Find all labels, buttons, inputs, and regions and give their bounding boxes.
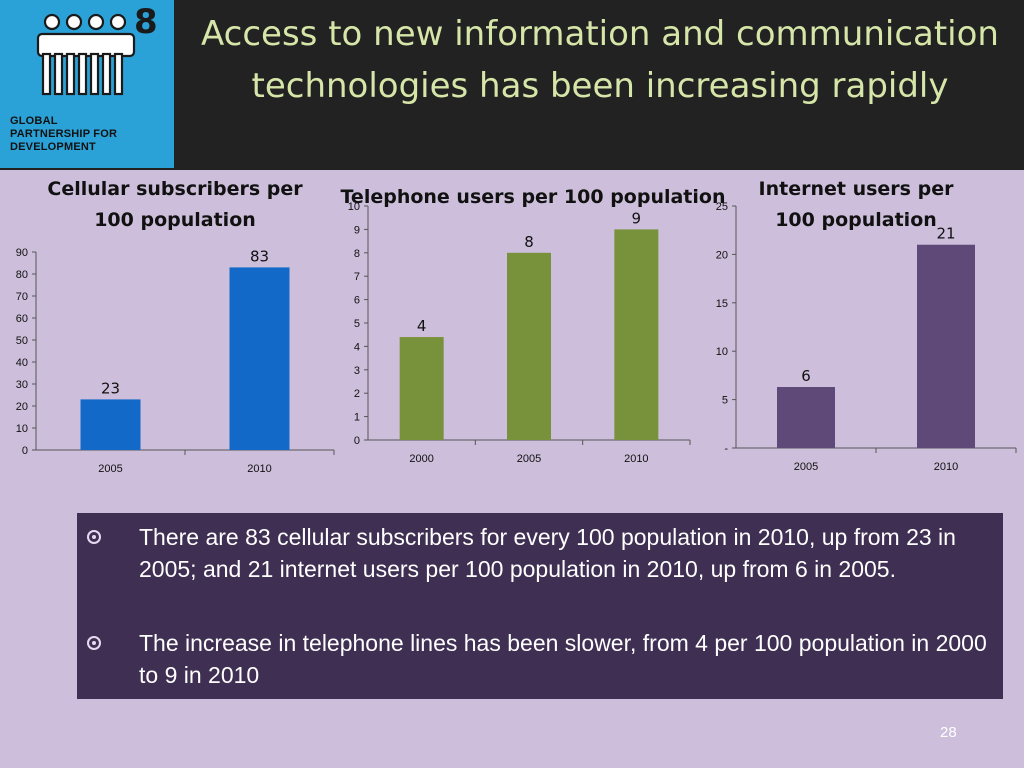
y-tick-label: 3: [354, 365, 360, 377]
y-tick-label: 10: [16, 423, 28, 435]
header-bar: 8 GLOBAL PARTNERSHIP FOR DEVELOPMENT Acc…: [0, 0, 1024, 170]
bar: [614, 229, 659, 440]
y-tick-label: 80: [16, 269, 28, 281]
y-tick-label: 5: [354, 318, 360, 330]
bullet-box: There are 83 cellular subscribers for ev…: [77, 513, 1003, 699]
mdg8-logo: 8 GLOBAL PARTNERSHIP FOR DEVELOPMENT: [0, 0, 174, 168]
y-tick-label: 30: [16, 379, 28, 391]
y-tick-label: 10: [348, 201, 360, 213]
y-tick-label: 40: [16, 357, 28, 369]
bar: [399, 337, 444, 440]
y-tick-label: 9: [354, 224, 360, 236]
y-tick-label: 60: [16, 313, 28, 325]
y-tick-label: 90: [16, 247, 28, 259]
logo-text: GLOBAL PARTNERSHIP FOR DEVELOPMENT: [10, 115, 117, 154]
logo-line: DEVELOPMENT: [10, 141, 96, 153]
internet-chart: - 5 10 15 20 25 6 2005 21 2010 Internet users per…: [696, 172, 1024, 492]
logo-line: GLOBAL: [10, 115, 58, 127]
goal-number: 8: [134, 2, 158, 42]
bar: [507, 252, 551, 440]
x-tick-label: 2005: [794, 461, 818, 473]
x-tick-label: 2010: [934, 461, 958, 473]
y-tick-label: 4: [354, 341, 360, 353]
bullet-text: There are 83 cellular subscribers for ev…: [139, 524, 956, 582]
chart-title: Cellular subscribers per 100 population: [47, 178, 303, 231]
bullet-icon: [87, 530, 101, 544]
data-label: 4: [417, 317, 427, 335]
data-label: 9: [632, 209, 642, 227]
x-tick-label: 2005: [98, 463, 122, 475]
y-tick-label: 1: [354, 412, 360, 424]
bar: [917, 244, 975, 448]
y-tick-label: 70: [16, 291, 28, 303]
chart-title: Internet users per 100 population: [758, 178, 954, 231]
y-tick-label: 20: [16, 401, 28, 413]
y-tick-label: 10: [716, 346, 728, 358]
bar: [229, 267, 290, 450]
bullet-icon: [87, 636, 101, 650]
data-label: 6: [801, 367, 811, 385]
y-tick-label: 15: [716, 298, 728, 310]
y-tick-label: 2: [354, 388, 360, 400]
x-tick-label: 2005: [517, 453, 541, 465]
logo-line: PARTNERSHIP FOR: [10, 128, 118, 140]
x-tick-label: 2010: [247, 463, 271, 475]
y-tick-label: 0: [354, 435, 360, 447]
y-tick-label: 50: [16, 335, 28, 347]
bullet-text: The increase in telephone lines has been…: [139, 630, 987, 688]
cellular-chart-svg: 0 10 20 30 40 50 60 70 80 90 23 2005 83 2010: [16, 247, 335, 475]
telephone-chart-svg: 0 1 2 3 4 5 6 7 8 9 10 4 2000 8 2005 9 2010: [348, 201, 691, 465]
cellular-chart: 0 10 20 30 40 50 60 70 80 90 23 2005 83 2010 Cellular…: [0, 172, 340, 492]
y-tick-label: 7: [354, 271, 360, 283]
data-label: 21: [936, 225, 955, 243]
y-tick-label: 0: [22, 445, 28, 457]
bar: [80, 399, 141, 450]
y-tick-label: 8: [354, 248, 360, 260]
y-tick-label: 20: [716, 249, 728, 261]
y-tick-label: 5: [722, 395, 728, 407]
x-tick-label: 2000: [409, 453, 433, 465]
y-tick-label: -: [724, 443, 728, 455]
data-label: 8: [524, 233, 534, 251]
chart-title: Telephone users per 100 population: [340, 186, 726, 208]
y-tick-label: 6: [354, 295, 360, 307]
bar: [777, 387, 835, 448]
people-group-icon: [36, 13, 136, 96]
page-number: 28: [940, 724, 957, 741]
internet-chart-svg: - 5 10 15 20 25 6 2005 21 2010: [716, 201, 1017, 473]
x-tick-label: 2010: [624, 453, 648, 465]
data-label: 23: [101, 379, 120, 397]
slide-title: Access to new information and communicat…: [201, 14, 999, 106]
y-tick-label: 25: [716, 201, 728, 213]
telephone-chart: 0 1 2 3 4 5 6 7 8 9 10 4 2000 8 2005 9 2010 Telephone us…: [336, 172, 726, 492]
data-label: 83: [250, 247, 269, 265]
